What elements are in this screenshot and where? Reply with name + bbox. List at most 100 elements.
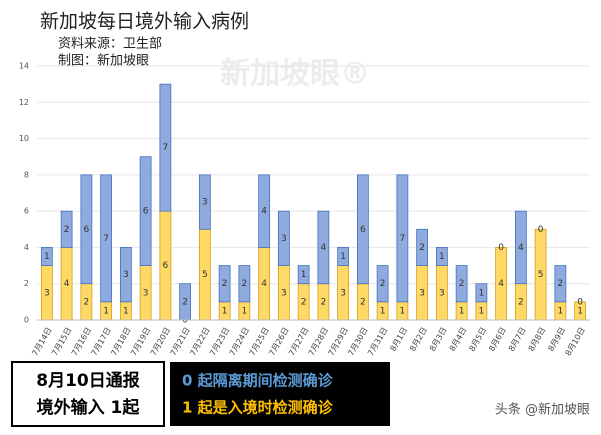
data-label: 1 — [558, 306, 564, 316]
legend-box — [170, 362, 390, 426]
bar-segment — [475, 283, 488, 303]
bar-segment — [416, 228, 429, 266]
x-tick-label: 8月3日 — [428, 326, 449, 353]
data-label: 2 — [459, 279, 465, 289]
bar-segment — [198, 174, 211, 230]
data-label: 4 — [321, 243, 327, 253]
data-label: 5 — [538, 270, 544, 280]
credit: 头条 @新加坡眼 — [495, 402, 590, 418]
data-label: 2 — [558, 279, 564, 289]
x-tick-label: 8月7日 — [507, 326, 528, 353]
x-tick-label: 8月1日 — [388, 326, 409, 353]
bar-segment — [317, 210, 330, 285]
bar-segment — [435, 247, 448, 266]
data-label: 2 — [380, 279, 386, 289]
bar-segment — [277, 210, 290, 266]
y-tick-label: 4 — [24, 243, 29, 252]
data-label: 1 — [340, 252, 346, 262]
bar-segment — [258, 174, 271, 248]
data-label: 2 — [222, 279, 228, 289]
bar-segment — [159, 83, 172, 212]
data-label: 2 — [419, 243, 425, 253]
data-label: 1 — [479, 306, 485, 316]
bar-segment — [119, 247, 132, 303]
data-label: 4 — [64, 279, 70, 289]
data-label: 6 — [84, 225, 90, 235]
bar-segment — [40, 247, 53, 266]
data-label: 1 — [103, 306, 109, 316]
data-label: 5 — [202, 270, 208, 280]
data-label: 0 — [538, 225, 544, 235]
data-label: 2 — [360, 297, 366, 307]
subtitle: 资料来源：卫生部 — [58, 37, 162, 52]
data-label: 1 — [577, 306, 583, 316]
data-label: 4 — [518, 243, 524, 253]
data-label: 1 — [222, 306, 228, 316]
x-tick-label: 8月2日 — [408, 326, 429, 353]
data-label: 3 — [143, 288, 149, 298]
x-tick-label: 8月6日 — [487, 326, 508, 353]
data-label: 1 — [439, 252, 445, 262]
data-label: 1 — [44, 252, 50, 262]
y-tick-label: 14 — [19, 62, 29, 71]
y-tick-label: 0 — [24, 316, 29, 325]
data-label: 1 — [459, 306, 465, 316]
legend-text: 0 起隔离期间检测确诊 — [182, 372, 334, 390]
note-text: 境外输入 1起 — [37, 397, 141, 418]
x-tick-label: 8月9日 — [546, 326, 567, 353]
data-label: 1 — [242, 306, 248, 316]
data-label: 1 — [301, 270, 307, 280]
bar-segment — [356, 174, 369, 285]
data-label: 7 — [400, 234, 406, 244]
note-text: 8月10日通报 — [36, 370, 140, 391]
data-label: 0 — [498, 243, 504, 253]
note-box — [11, 361, 165, 427]
x-tick-label: 8月8日 — [527, 326, 548, 353]
bar-segment — [60, 210, 73, 248]
data-label: 7 — [163, 143, 169, 153]
data-label: 1 — [123, 306, 129, 316]
data-label: 4 — [261, 279, 267, 289]
data-label: 0 — [577, 297, 583, 307]
data-label: 6 — [360, 225, 366, 235]
data-label: 2 — [182, 297, 188, 307]
bar-segment — [100, 174, 113, 303]
data-label: 6 — [143, 207, 149, 217]
bar-segment — [139, 156, 152, 266]
bar-segment — [218, 265, 231, 303]
data-label: 3 — [281, 234, 287, 244]
data-label: 3 — [439, 288, 445, 298]
data-label: 3 — [340, 288, 346, 298]
y-tick-label: 8 — [24, 170, 29, 179]
data-label: 1 — [479, 288, 485, 298]
bar-segment — [297, 265, 310, 285]
data-label: 2 — [242, 279, 248, 289]
data-label: 6 — [163, 261, 169, 271]
data-label: 4 — [498, 279, 504, 289]
data-label: 2 — [518, 297, 524, 307]
bar-segment — [455, 265, 468, 303]
chart-title: 新加坡每日境外输入病例 — [40, 11, 249, 33]
data-label: 3 — [123, 270, 129, 280]
bar-segment — [337, 247, 350, 266]
data-label: 3 — [202, 198, 208, 208]
bar-segment — [396, 174, 409, 303]
y-tick-label: 2 — [24, 279, 29, 288]
bar-segment — [514, 210, 527, 285]
data-label: 2 — [64, 225, 70, 235]
legend-text: 1 起是入境时检测确诊 — [182, 399, 334, 417]
bar-segment — [238, 265, 251, 303]
subtitle: 制图：新加坡眼 — [58, 53, 149, 69]
bar-segment — [376, 265, 389, 303]
y-tick-label: 10 — [19, 134, 29, 143]
x-tick-label: 8月4日 — [448, 326, 469, 353]
y-tick-label: 6 — [24, 207, 29, 216]
bar-segment — [554, 265, 567, 303]
data-label: 1 — [400, 306, 406, 316]
data-label: 3 — [44, 288, 50, 298]
data-label: 1 — [380, 306, 386, 316]
data-label: 3 — [419, 288, 425, 298]
data-label: 4 — [261, 207, 267, 217]
